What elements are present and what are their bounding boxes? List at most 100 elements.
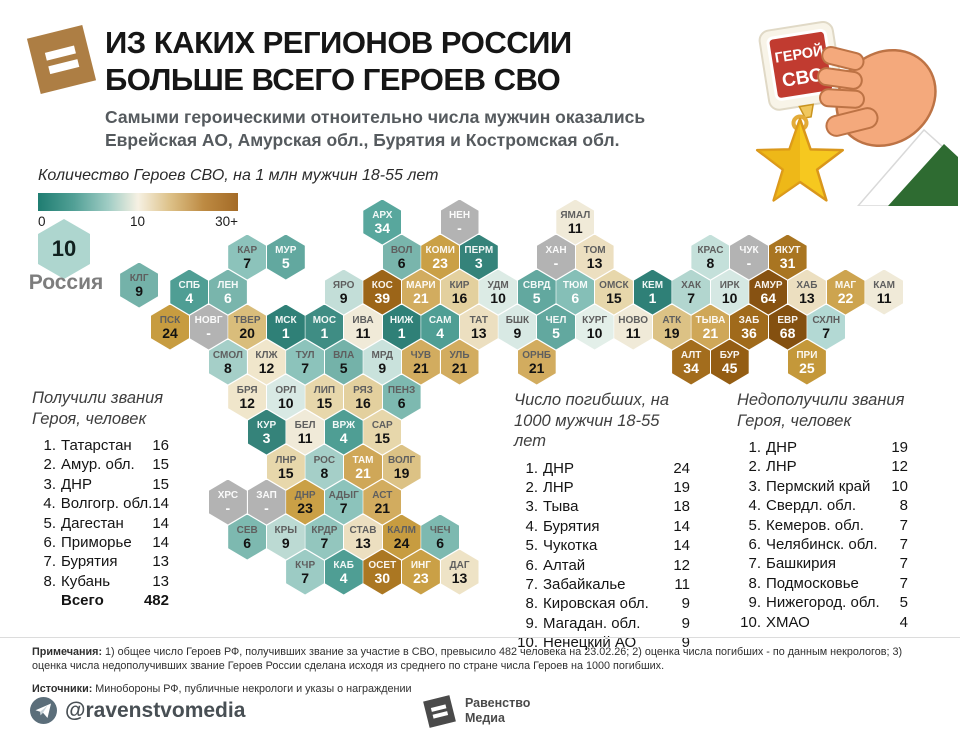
region-name: ХМАО bbox=[766, 613, 810, 631]
region-hex-ВЛА: ВЛА 5 bbox=[324, 339, 363, 385]
region-name: Татарстан bbox=[61, 437, 132, 454]
metric-value: 482 bbox=[143, 592, 169, 610]
region-hex-САМ: САМ 4 bbox=[421, 304, 460, 350]
ranking-list-heroes: Получили звания Героя, человек 1. Татарст… bbox=[32, 388, 169, 611]
subtitle-line-2: Еврейская АО, Амурская обл., Бурятия и К… bbox=[105, 130, 620, 150]
region-code: АРХ bbox=[372, 209, 393, 221]
region-value: 6 bbox=[397, 394, 406, 411]
region-value: 45 bbox=[721, 359, 738, 376]
region-hex-КАБ: КАБ 4 bbox=[324, 549, 363, 595]
region-hex-УЛЬ: УЛЬ 21 bbox=[440, 339, 479, 385]
ranking-row: 9. Нижегород. обл. 5 bbox=[737, 593, 908, 612]
region-code: ТУЛ bbox=[295, 349, 315, 361]
rank-number: 6. bbox=[43, 534, 56, 552]
region-value: 5 bbox=[281, 254, 290, 271]
region-code: ИВА bbox=[352, 314, 374, 326]
notes-text: 1) общее число Героев РФ, получивших зва… bbox=[32, 646, 903, 672]
region-hex-ВРЖ: ВРЖ 4 bbox=[324, 409, 363, 455]
ranking-row: 6. Алтай 12 bbox=[514, 556, 690, 575]
region-hex-ТАМ: ТАМ 21 bbox=[344, 444, 382, 490]
region-hex-СВРД: СВРД 5 bbox=[517, 269, 556, 315]
region-hex-ТОМ: ТОМ 13 bbox=[575, 234, 614, 280]
region-code: РЯЗ bbox=[353, 384, 373, 396]
region-value: 19 bbox=[393, 464, 410, 481]
region-hex-КОМИ: КОМИ 23 bbox=[421, 234, 460, 280]
metric-value: 7 bbox=[899, 536, 908, 554]
legend-ticks: 0 10 30+ bbox=[38, 214, 238, 230]
region-hex-ХРС: ХРС - bbox=[208, 479, 247, 525]
region-value: 30 bbox=[374, 569, 391, 586]
region-hex-ЯКУТ: ЯКУТ 31 bbox=[768, 234, 807, 280]
region-code: ХАН bbox=[545, 244, 567, 256]
region-hex-ПСК: ПСК 24 bbox=[151, 304, 189, 350]
region-code: БЕЛ bbox=[294, 419, 316, 431]
rank-number: 8. bbox=[525, 595, 538, 613]
ranking-row: 2. ЛНР 12 bbox=[737, 457, 908, 476]
region-code: УЛЬ bbox=[449, 349, 470, 361]
ranking-row: 5. Дагестан 14 bbox=[32, 514, 169, 533]
region-code: МСК bbox=[274, 314, 297, 326]
region-value: - bbox=[457, 219, 462, 236]
legend-tick-mid: 10 bbox=[130, 214, 146, 229]
region-value: 1 bbox=[397, 324, 406, 341]
region-code: БШК bbox=[505, 314, 530, 326]
region-value: 19 bbox=[664, 324, 680, 341]
region-value: - bbox=[264, 499, 269, 516]
region-value: 15 bbox=[278, 464, 294, 481]
region-name: Амур. обл. bbox=[61, 456, 135, 474]
region-code: ЧЕЧ bbox=[429, 524, 451, 536]
notes-label: Примечания: bbox=[32, 646, 103, 658]
region-code: КЕМ bbox=[641, 279, 664, 291]
hex-map: 10 Россия АРХ 34 НЕН - ЯМАЛ 11 КАР 7 МУР 5 ВОЛ 6 КОМ… bbox=[29, 199, 904, 595]
logo-equals-bar bbox=[432, 710, 449, 719]
region-hex-СЕВ: СЕВ 6 bbox=[228, 514, 267, 560]
region-code: СХЛН bbox=[812, 314, 841, 326]
region-code: ЯРО bbox=[332, 279, 355, 291]
ranking-row: 5. Чукотка 14 bbox=[514, 536, 690, 555]
brand-logo: Равенство Медиа bbox=[423, 694, 530, 728]
region-value: 7 bbox=[243, 254, 252, 271]
region-value: 39 bbox=[374, 289, 391, 306]
region-name: ЛНР bbox=[766, 458, 797, 476]
region-value: 9 bbox=[378, 359, 387, 376]
region-code: АТК bbox=[662, 314, 682, 326]
region-code: САР bbox=[371, 419, 393, 431]
rank-number: 8. bbox=[43, 572, 56, 590]
region-code: КРАС bbox=[697, 244, 724, 256]
telegram-handle-text: @ravenstvomedia bbox=[65, 698, 246, 722]
region-name: Кемеров. обл. bbox=[766, 516, 864, 534]
region-value: 1 bbox=[281, 324, 290, 341]
ranking-total-row: Всего 482 bbox=[32, 591, 169, 610]
region-name: Чукотка bbox=[543, 537, 598, 555]
region-code: АМУР bbox=[754, 279, 783, 291]
ranking-row: 3. Тыва 18 bbox=[514, 497, 690, 516]
region-hex-АРХ: АРХ 34 bbox=[363, 199, 402, 245]
region-hex-ЗАП: ЗАП - bbox=[247, 479, 286, 525]
region-name: Забайкалье bbox=[543, 575, 626, 593]
ranking-list-underawarded: Недополучили звания Героя, человек 1. ДНР… bbox=[737, 390, 908, 632]
metric-value: 13 bbox=[152, 572, 169, 590]
region-value: 31 bbox=[779, 254, 796, 271]
region-code: ТЫВА bbox=[695, 314, 726, 326]
rank-number: 7. bbox=[748, 555, 761, 573]
region-hex-НОВГ: НОВГ - bbox=[189, 304, 228, 350]
ranking-title-line: Число погибших, на bbox=[514, 391, 670, 409]
region-code: ПРИ bbox=[796, 349, 818, 361]
metric-value: 15 bbox=[152, 475, 169, 493]
national-value: 10 bbox=[51, 236, 77, 261]
region-value: 20 bbox=[239, 324, 255, 341]
region-code: ЧУВ bbox=[410, 349, 432, 361]
region-hex-БУР: БУР 45 bbox=[710, 339, 749, 385]
region-hex-КИР: КИР 16 bbox=[440, 269, 479, 315]
rank-number: 3. bbox=[43, 475, 56, 493]
region-value: 24 bbox=[162, 324, 178, 341]
footer-notes: Примечания: 1) общее число Героев РФ, по… bbox=[32, 646, 932, 673]
region-name: Башкирия bbox=[766, 555, 837, 573]
region-code: ВОЛ bbox=[390, 244, 413, 256]
ranking-row: 7. Забайкалье 11 bbox=[514, 575, 690, 594]
region-code: ЯКУТ bbox=[774, 244, 801, 256]
region-hex-ЗАБ: ЗАБ 36 bbox=[730, 304, 768, 350]
metric-value: 18 bbox=[673, 498, 690, 516]
region-code: ВЛА bbox=[333, 349, 355, 361]
region-value: 6 bbox=[397, 254, 406, 271]
